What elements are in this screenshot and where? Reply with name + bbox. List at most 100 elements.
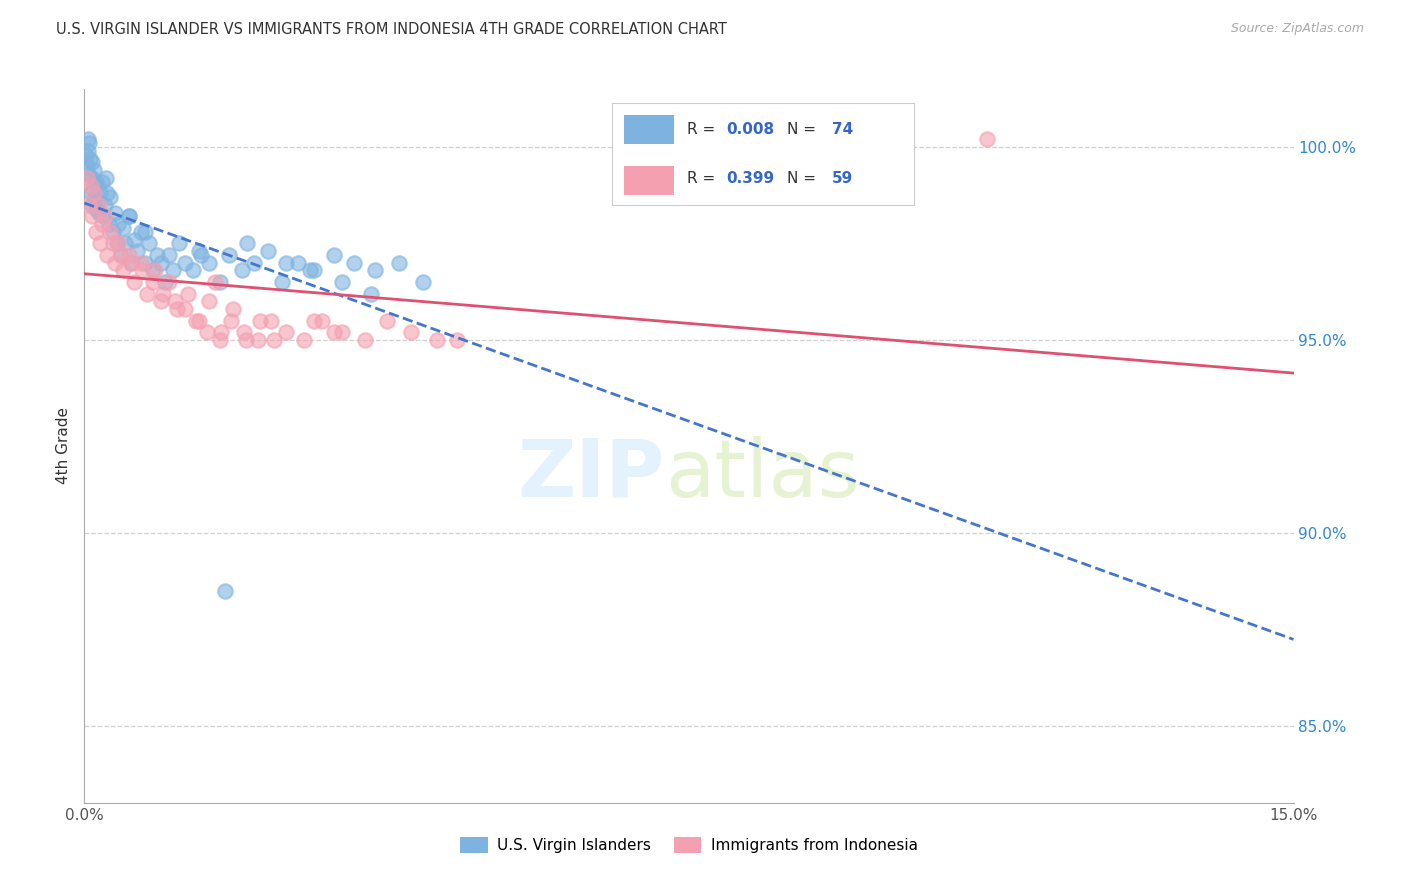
Point <box>323 325 346 339</box>
Point <box>149 256 172 270</box>
Point <box>77 198 100 212</box>
Point <box>76 132 98 146</box>
Point <box>76 170 98 185</box>
Point <box>82 198 104 212</box>
Point <box>249 313 271 327</box>
Point <box>360 286 382 301</box>
Point <box>198 294 221 309</box>
Point <box>83 186 105 201</box>
Point <box>120 256 142 270</box>
Point <box>208 275 231 289</box>
Text: R =: R = <box>686 121 720 136</box>
Point <box>94 170 117 185</box>
Point <box>138 236 160 251</box>
Point <box>82 170 104 185</box>
Point <box>131 263 153 277</box>
Point <box>157 248 180 262</box>
Point <box>124 233 146 247</box>
Point <box>330 325 353 339</box>
Point <box>79 152 101 166</box>
Point <box>96 248 118 262</box>
Y-axis label: 4th Grade: 4th Grade <box>56 408 72 484</box>
Point <box>388 256 411 270</box>
Point <box>107 236 129 251</box>
Point <box>246 333 269 347</box>
Point <box>299 263 322 277</box>
Text: N =: N = <box>787 121 821 136</box>
Text: 0.399: 0.399 <box>725 171 773 186</box>
Point <box>93 198 115 212</box>
Point <box>91 175 114 189</box>
Text: 0.008: 0.008 <box>725 121 773 136</box>
Point <box>104 205 127 219</box>
Point <box>257 244 280 259</box>
Point <box>107 217 129 231</box>
Point <box>323 248 346 262</box>
Point <box>77 136 100 151</box>
Point <box>93 210 115 224</box>
Point <box>292 333 315 347</box>
Point <box>233 325 256 339</box>
Point <box>190 248 212 262</box>
Point <box>87 198 110 212</box>
Point <box>80 155 103 169</box>
Point <box>274 256 297 270</box>
Point <box>153 275 176 289</box>
Point <box>152 286 174 301</box>
Point <box>82 182 104 196</box>
Point <box>86 225 108 239</box>
Point <box>187 244 209 259</box>
Point <box>354 333 377 347</box>
Point <box>83 190 105 204</box>
Point <box>142 263 165 277</box>
Point <box>157 275 180 289</box>
Point <box>231 263 253 277</box>
Text: Source: ZipAtlas.com: Source: ZipAtlas.com <box>1230 22 1364 36</box>
Point <box>112 221 135 235</box>
Text: N =: N = <box>787 171 821 186</box>
Point <box>98 190 121 204</box>
Point <box>219 313 242 327</box>
Point <box>101 225 124 239</box>
Point <box>84 175 107 189</box>
Legend: U.S. Virgin Islanders, Immigrants from Indonesia: U.S. Virgin Islanders, Immigrants from I… <box>454 831 924 859</box>
Point <box>77 167 100 181</box>
Point <box>214 583 236 598</box>
Point <box>446 333 468 347</box>
Point <box>195 325 218 339</box>
Point <box>97 217 120 231</box>
Point <box>166 301 188 316</box>
Point <box>118 210 141 224</box>
Point <box>125 244 148 259</box>
Point <box>169 236 191 251</box>
Point <box>287 256 309 270</box>
Point <box>176 286 198 301</box>
Text: 74: 74 <box>832 121 853 136</box>
Point <box>184 313 207 327</box>
Point <box>75 148 97 162</box>
Point <box>142 275 165 289</box>
Point <box>87 194 110 208</box>
Point <box>263 333 285 347</box>
Point <box>80 186 103 201</box>
Point <box>236 236 259 251</box>
Point <box>302 313 325 327</box>
Point <box>120 256 142 270</box>
Point <box>83 163 105 178</box>
Point <box>98 225 121 239</box>
Point <box>110 248 132 262</box>
Point <box>174 256 197 270</box>
Point <box>118 210 141 224</box>
Point <box>87 205 110 219</box>
Point <box>218 248 240 262</box>
Point <box>82 210 104 224</box>
Point <box>96 186 118 201</box>
Point <box>134 256 156 270</box>
Text: ZIP: ZIP <box>517 435 665 514</box>
Point <box>129 225 152 239</box>
Point <box>208 333 231 347</box>
Point <box>181 263 204 277</box>
Point <box>343 256 366 270</box>
Point <box>198 256 221 270</box>
Point <box>375 313 398 327</box>
